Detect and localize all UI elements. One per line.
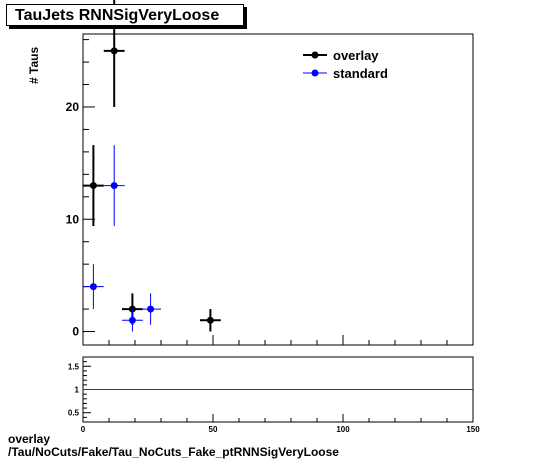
main-plot-area: [82, 33, 474, 346]
standard-marker: [110, 182, 118, 190]
standard-data-point: [83, 264, 104, 310]
ratio-axes: 0.5 1 1.5 0 50 100 150: [68, 361, 480, 434]
standard-data-point: [103, 145, 125, 226]
y-axis-label: # Taus: [27, 47, 41, 84]
legend: overlay standard: [303, 48, 388, 81]
main-axes: 0 10 20: [66, 39, 474, 345]
legend-standard-label: standard: [333, 66, 388, 81]
x-tick-label: 150: [466, 425, 480, 434]
ratio-y-tick-label: 1.5: [68, 362, 80, 371]
y-tick-label: 10: [66, 212, 80, 226]
standard-marker: [89, 283, 97, 291]
standard-marker: [128, 316, 136, 324]
legend-overlay-marker: [311, 51, 319, 59]
main-plot-frame: [82, 33, 474, 346]
overlay-marker: [110, 47, 118, 55]
y-tick-label: 0: [72, 325, 79, 339]
chart-title: TauJets RNNSigVeryLoose: [6, 4, 244, 26]
ratio-y-tick-label: 0.5: [68, 409, 80, 418]
footer-line-2: /Tau/NoCuts/Fake/Tau_NoCuts_Fake_ptRNNSi…: [8, 445, 339, 459]
x-tick-label: 0: [81, 425, 86, 434]
standard-marker: [147, 305, 155, 313]
footer-line-1: overlay: [8, 432, 51, 446]
standard-data-point: [140, 293, 161, 325]
histogram-path-label: overlay /Tau/NoCuts/Fake/Tau_NoCuts_Fake…: [8, 433, 339, 459]
main-data-marks: [83, 0, 221, 332]
x-tick-label: 100: [336, 425, 350, 434]
x-tick-label: 50: [209, 425, 218, 434]
standard-data-point: [122, 309, 143, 332]
overlay-marker: [206, 316, 214, 324]
legend-overlay-label: overlay: [333, 48, 379, 63]
overlay-marker: [89, 182, 97, 190]
ratio-y-tick-label: 1: [75, 386, 80, 395]
overlay-data-point: [83, 145, 104, 226]
y-tick-label: 20: [66, 100, 80, 114]
overlay-data-point: [200, 309, 221, 332]
legend-standard-marker: [311, 69, 319, 77]
